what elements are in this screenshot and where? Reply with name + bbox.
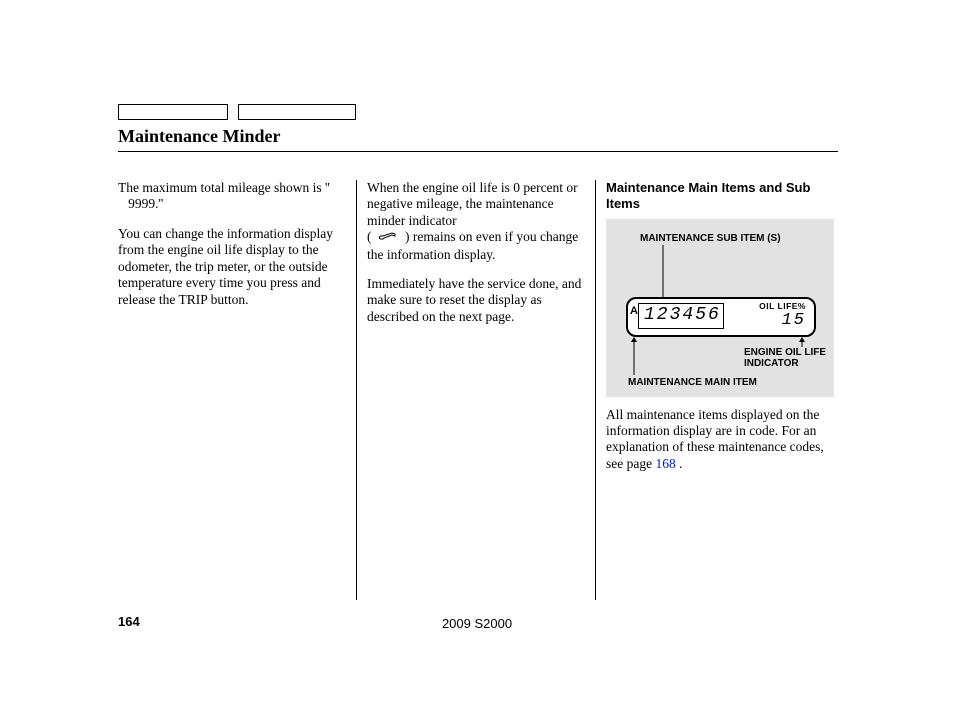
col1-para1: The maximum total mileage shown is '' 99… (118, 180, 344, 213)
col2-p1b: ) remains on even if you change the info… (367, 229, 578, 261)
fig-callout-arrow-oil (798, 337, 806, 347)
col3-after-a: All maintenance items displayed on the i… (606, 407, 824, 471)
title-rule (118, 151, 838, 152)
fig-sub-item-label: MAINTENANCE SUB ITEM (S) (640, 233, 781, 245)
fig-callout-arrow-main (630, 337, 638, 375)
display-main-letter: A (630, 305, 638, 318)
col1-p1b: 9999.'' (128, 196, 163, 211)
fig-callout-line-sub (662, 245, 664, 297)
footer-model-year: 2009 S2000 (0, 616, 954, 631)
header-boxes (118, 104, 838, 120)
display-oil-life-text: OIL LIFE% (759, 301, 806, 311)
column-1: The maximum total mileage shown is '' 99… (118, 180, 356, 600)
column-2: When the engine oil life is 0 percent or… (357, 180, 595, 600)
columns: The maximum total mileage shown is '' 99… (118, 180, 838, 600)
maintenance-display-figure: MAINTENANCE SUB ITEM (S) A 123456 OIL LI… (606, 219, 834, 397)
col2-p1a: When the engine oil life is 0 percent or… (367, 180, 578, 228)
fig-main-item-label: MAINTENANCE MAIN ITEM (628, 377, 757, 389)
col3-para-after: All maintenance items displayed on the i… (606, 407, 834, 473)
col3-after-b: . (676, 456, 683, 471)
display-oil-life-value: 15 (782, 311, 806, 332)
page-link-168[interactable]: 168 (655, 456, 675, 471)
wrench-icon (378, 230, 398, 246)
col2-para1: When the engine oil life is 0 percent or… (367, 180, 583, 263)
display-digits: 123456 (644, 305, 721, 327)
fig-oil-life-label: ENGINE OIL LIFE INDICATOR (744, 347, 826, 370)
fig-oil-label-line2: INDICATOR (744, 358, 799, 369)
page-title: Maintenance Minder (118, 126, 838, 151)
col1-p1a: The maximum total mileage shown is '' (118, 180, 330, 195)
display-panel: A 123456 OIL LIFE% 15 (626, 297, 816, 337)
header-box-2 (238, 104, 356, 120)
fig-oil-label-line1: ENGINE OIL LIFE (744, 347, 826, 358)
header-box-1 (118, 104, 228, 120)
page-body: Maintenance Minder The maximum total mil… (118, 104, 838, 600)
col3-heading: Maintenance Main Items and Sub Items (606, 180, 834, 213)
column-3: Maintenance Main Items and Sub Items MAI… (596, 180, 834, 600)
col2-para2: Immediately have the service done, and m… (367, 276, 583, 325)
col1-para2: You can change the information display f… (118, 226, 344, 308)
